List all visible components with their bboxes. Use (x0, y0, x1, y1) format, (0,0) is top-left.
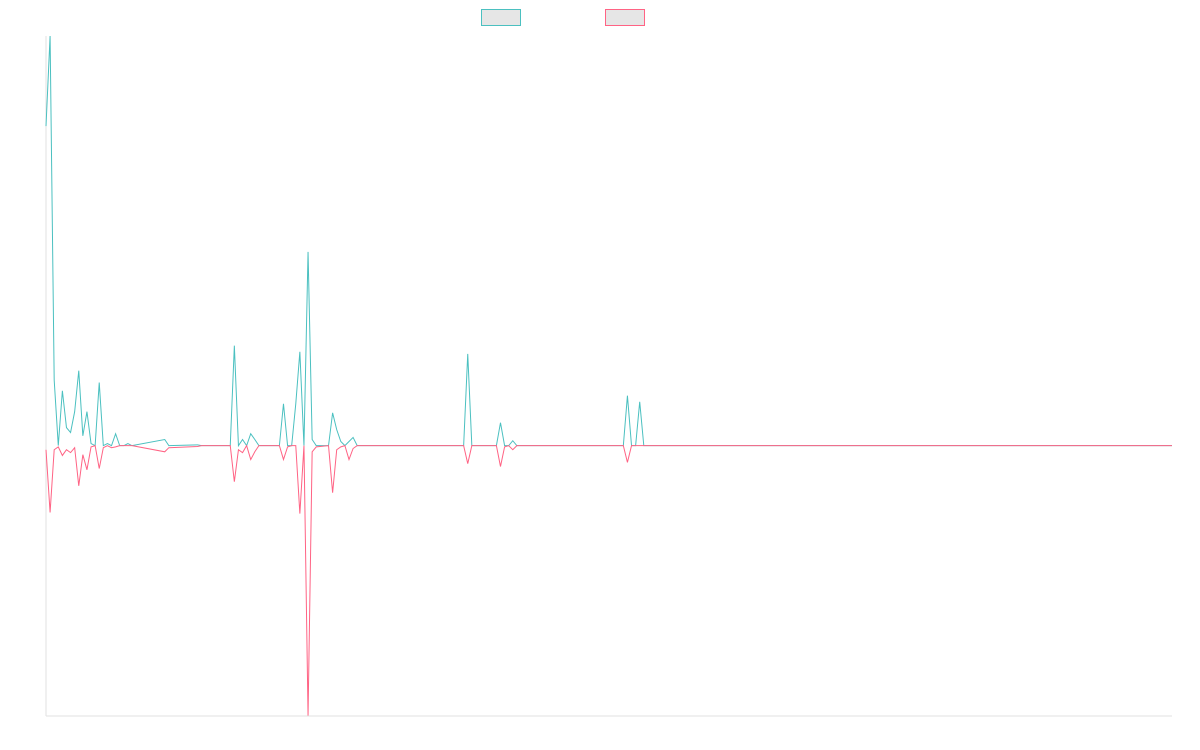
series-line (45, 35, 1172, 448)
legend-swatch[interactable] (481, 9, 521, 26)
legend-swatch[interactable] (605, 9, 645, 26)
series-line (45, 444, 1172, 716)
